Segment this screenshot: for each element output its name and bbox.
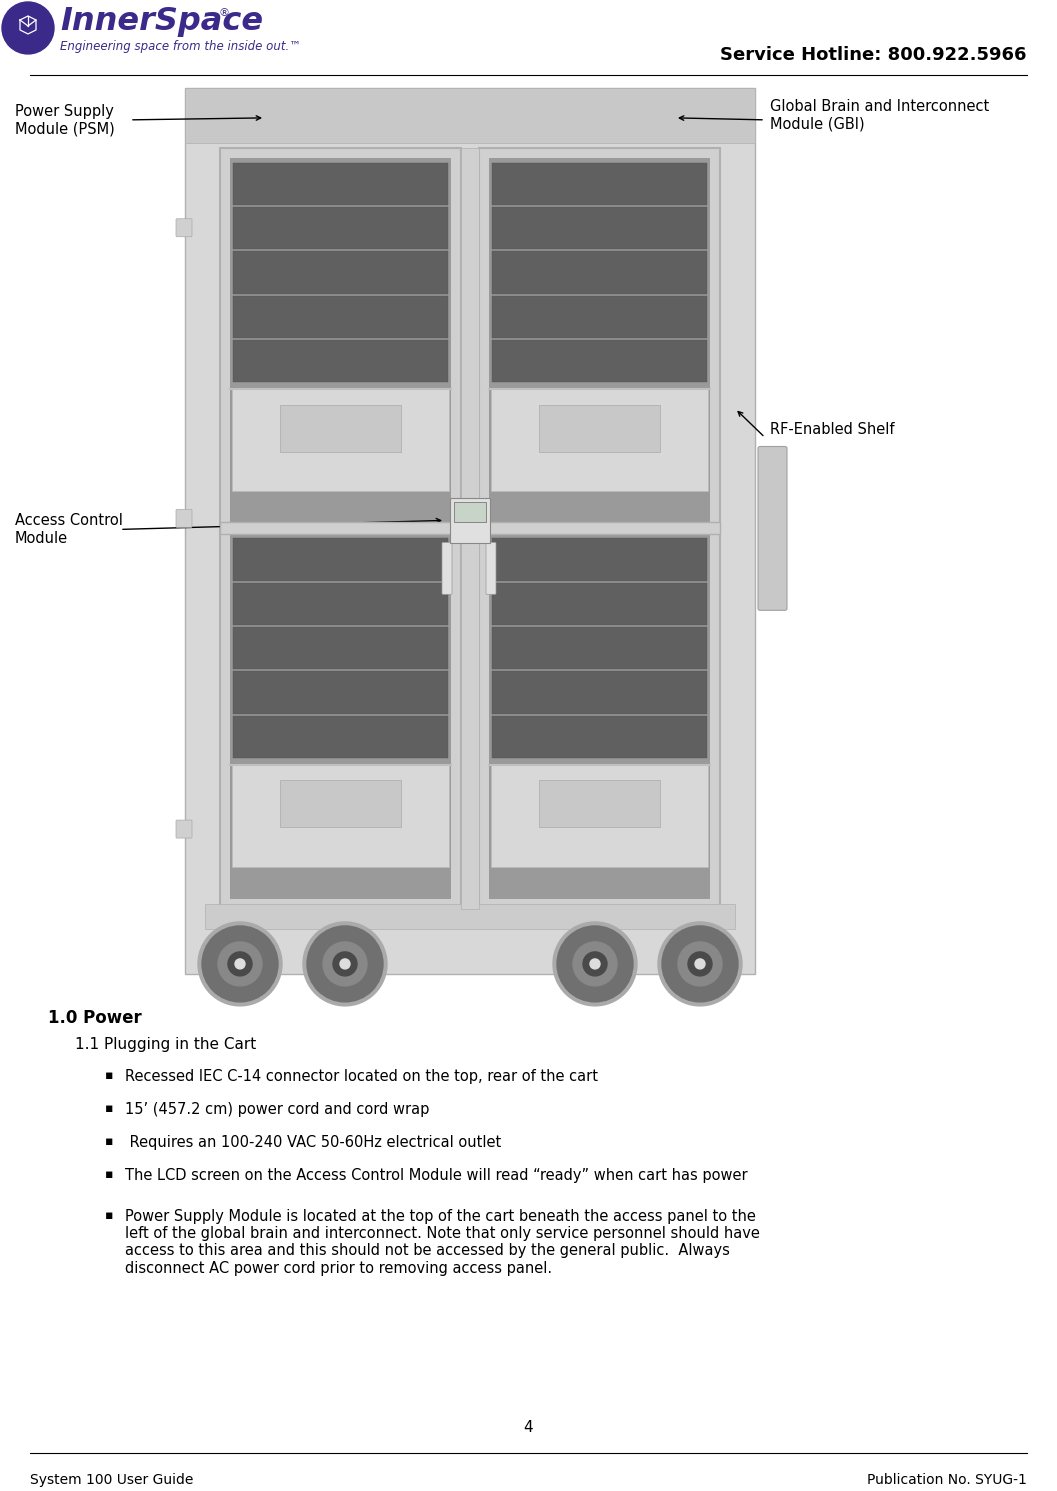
FancyBboxPatch shape (185, 88, 755, 143)
Circle shape (235, 959, 245, 969)
Circle shape (303, 921, 387, 1006)
Circle shape (573, 942, 617, 986)
FancyBboxPatch shape (233, 295, 448, 338)
Circle shape (662, 926, 738, 1002)
Circle shape (218, 942, 262, 986)
FancyBboxPatch shape (220, 148, 461, 910)
Circle shape (659, 921, 742, 1006)
Text: Requires an 100-240 VAC 50-60Hz electrical outlet: Requires an 100-240 VAC 50-60Hz electric… (125, 1135, 501, 1150)
FancyBboxPatch shape (455, 502, 486, 522)
Circle shape (340, 959, 350, 969)
FancyBboxPatch shape (233, 671, 448, 714)
FancyBboxPatch shape (492, 389, 708, 492)
FancyBboxPatch shape (233, 252, 448, 294)
FancyBboxPatch shape (492, 207, 707, 249)
FancyBboxPatch shape (280, 780, 402, 828)
FancyBboxPatch shape (492, 765, 708, 868)
Text: ▪: ▪ (105, 1167, 113, 1181)
Circle shape (202, 926, 278, 1002)
FancyBboxPatch shape (492, 716, 707, 757)
Circle shape (688, 951, 712, 977)
Text: Power Supply Module is located at the top of the cart beneath the access panel t: Power Supply Module is located at the to… (125, 1209, 760, 1276)
Text: Engineering space from the inside out.™: Engineering space from the inside out.™ (60, 40, 301, 54)
Circle shape (557, 926, 633, 1002)
FancyBboxPatch shape (450, 498, 490, 543)
Circle shape (553, 921, 637, 1006)
FancyBboxPatch shape (492, 340, 707, 383)
Text: Access Control
Module: Access Control Module (15, 513, 123, 546)
FancyBboxPatch shape (492, 671, 707, 714)
FancyBboxPatch shape (539, 404, 661, 452)
Text: ▪: ▪ (105, 1209, 113, 1221)
Text: ®: ® (218, 7, 229, 18)
Text: 1.1 Plugging in the Cart: 1.1 Plugging in the Cart (75, 1036, 256, 1051)
FancyBboxPatch shape (233, 163, 448, 206)
Text: 15’ (457.2 cm) power cord and cord wrap: 15’ (457.2 cm) power cord and cord wrap (125, 1102, 429, 1117)
Circle shape (2, 1, 54, 54)
Text: Global Brain and Interconnect
Module (GBI): Global Brain and Interconnect Module (GB… (769, 98, 989, 131)
Circle shape (198, 921, 282, 1006)
Circle shape (333, 951, 357, 977)
Circle shape (590, 959, 600, 969)
Text: RF-Enabled Shelf: RF-Enabled Shelf (769, 422, 894, 437)
FancyBboxPatch shape (233, 340, 448, 383)
Circle shape (307, 926, 383, 1002)
FancyBboxPatch shape (177, 820, 192, 838)
FancyBboxPatch shape (461, 148, 479, 910)
Circle shape (323, 942, 367, 986)
FancyBboxPatch shape (233, 538, 448, 580)
Text: Recessed IEC C-14 connector located on the top, rear of the cart: Recessed IEC C-14 connector located on t… (125, 1069, 598, 1084)
FancyBboxPatch shape (177, 510, 192, 528)
Text: 1.0 Power: 1.0 Power (48, 1009, 142, 1027)
FancyBboxPatch shape (492, 252, 707, 294)
Circle shape (228, 951, 252, 977)
FancyBboxPatch shape (177, 219, 192, 237)
FancyBboxPatch shape (231, 765, 449, 868)
FancyBboxPatch shape (442, 543, 452, 595)
FancyBboxPatch shape (185, 88, 755, 974)
FancyBboxPatch shape (492, 538, 707, 580)
FancyBboxPatch shape (758, 446, 787, 610)
FancyBboxPatch shape (233, 207, 448, 249)
FancyBboxPatch shape (479, 148, 720, 910)
Text: Service Hotline: 800.922.5966: Service Hotline: 800.922.5966 (721, 46, 1027, 64)
Text: System 100 User Guide: System 100 User Guide (30, 1473, 193, 1488)
FancyBboxPatch shape (231, 389, 449, 492)
Text: ▪: ▪ (105, 1102, 113, 1115)
Text: The LCD screen on the Access Control Module will read “ready” when cart has powe: The LCD screen on the Access Control Mod… (125, 1167, 747, 1182)
FancyBboxPatch shape (489, 158, 710, 899)
FancyBboxPatch shape (205, 904, 735, 929)
FancyBboxPatch shape (486, 543, 496, 595)
FancyBboxPatch shape (280, 404, 402, 452)
Text: Publication No. SYUG-1: Publication No. SYUG-1 (867, 1473, 1027, 1488)
Text: ▪: ▪ (105, 1135, 113, 1148)
Text: ▪: ▪ (105, 1069, 113, 1082)
FancyBboxPatch shape (492, 295, 707, 338)
FancyBboxPatch shape (233, 628, 448, 669)
Circle shape (678, 942, 722, 986)
FancyBboxPatch shape (492, 628, 707, 669)
Circle shape (583, 951, 607, 977)
FancyBboxPatch shape (233, 716, 448, 757)
Text: Power Supply
Module (PSM): Power Supply Module (PSM) (15, 104, 115, 136)
Text: 4: 4 (523, 1421, 533, 1436)
Text: InnerSpace: InnerSpace (60, 6, 263, 37)
FancyBboxPatch shape (233, 583, 448, 625)
FancyBboxPatch shape (220, 522, 720, 534)
FancyBboxPatch shape (492, 583, 707, 625)
FancyBboxPatch shape (230, 158, 451, 899)
FancyBboxPatch shape (492, 163, 707, 206)
Circle shape (696, 959, 705, 969)
FancyBboxPatch shape (539, 780, 661, 828)
